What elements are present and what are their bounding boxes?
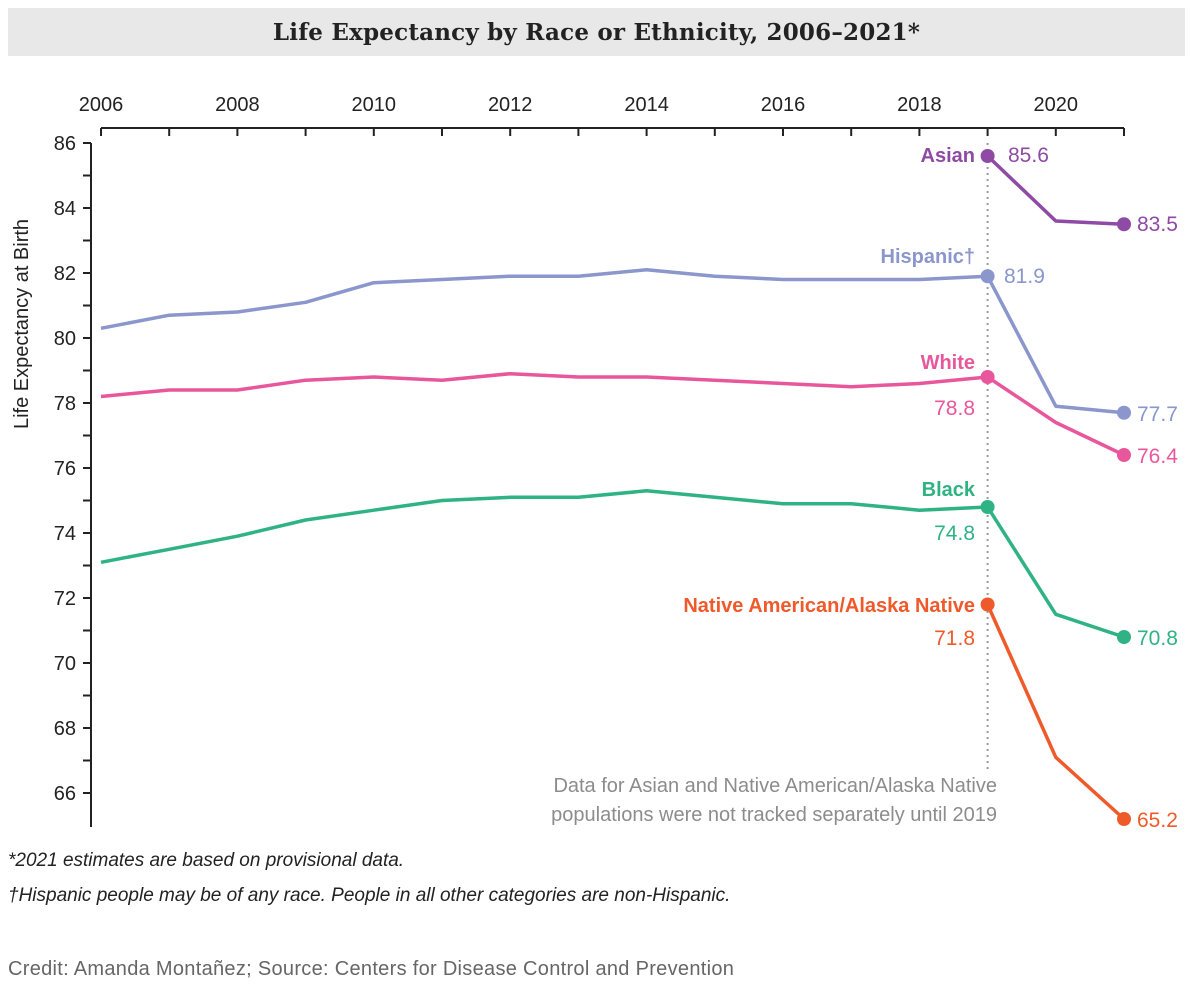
y-tick-label: 66 bbox=[54, 783, 76, 805]
y-tick-label: 84 bbox=[54, 198, 76, 220]
value-label-black-2019: 74.8 bbox=[934, 522, 975, 545]
series-line-white bbox=[100, 371, 1125, 457]
series-name-hispanic: Hispanic† bbox=[881, 246, 975, 268]
value-label-hispanic-2021: 77.7 bbox=[1137, 403, 1178, 426]
data-point-native-american-alaska-native-2021 bbox=[1117, 812, 1131, 826]
data-point-black-2019 bbox=[980, 500, 995, 514]
x-tick-label: 2006 bbox=[79, 94, 124, 116]
y-tick-label: 78 bbox=[54, 393, 76, 415]
data-note-line-2: populations were not tracked separately … bbox=[551, 804, 997, 826]
credit-line: Credit: Amanda Montañez; Source: Centers… bbox=[8, 958, 735, 980]
y-tick-label: 72 bbox=[54, 588, 76, 610]
series-name-asian: Asian bbox=[921, 145, 975, 167]
x-tick-label: 2020 bbox=[1034, 94, 1079, 116]
series-name-native-american-alaska-native: Native American/Alaska Native bbox=[683, 595, 975, 617]
value-label-asian-2021: 83.5 bbox=[1137, 213, 1178, 236]
x-tick-label: 2010 bbox=[352, 94, 397, 116]
x-tick-label: 2016 bbox=[761, 94, 806, 116]
y-tick-label: 70 bbox=[54, 653, 76, 675]
y-tick-label: 68 bbox=[54, 718, 76, 740]
x-tick-label: 2012 bbox=[488, 94, 533, 116]
x-tick-label: 2014 bbox=[624, 94, 669, 116]
y-tick-label: 76 bbox=[54, 458, 76, 480]
value-label-black-2021: 70.8 bbox=[1137, 627, 1178, 650]
data-point-hispanic-2019 bbox=[980, 269, 995, 284]
data-note: Data for Asian and Native American/Alask… bbox=[551, 772, 997, 830]
data-point-black-2021 bbox=[1117, 630, 1131, 644]
data-point-asian-2019 bbox=[980, 149, 995, 163]
y-axis-label: Life Expectancy at Birth bbox=[11, 219, 33, 429]
data-point-white-2019 bbox=[980, 370, 995, 384]
title-bar: Life Expectancy by Race or Ethnicity, 20… bbox=[8, 8, 1185, 56]
series-name-white: White bbox=[921, 352, 975, 374]
value-label-white-2019: 78.8 bbox=[934, 397, 975, 420]
footnote-hispanic: †Hispanic people may be of any race. Peo… bbox=[8, 885, 731, 906]
chart-title: Life Expectancy by Race or Ethnicity, 20… bbox=[272, 18, 921, 46]
y-tick-label: 74 bbox=[54, 523, 76, 545]
y-tick-label: 86 bbox=[54, 133, 76, 155]
series-name-black: Black bbox=[922, 479, 976, 501]
y-tick-label: 80 bbox=[54, 328, 76, 350]
data-point-native-american-alaska-native-2019 bbox=[980, 597, 995, 612]
data-point-white-2021 bbox=[1117, 448, 1131, 462]
y-tick-label: 82 bbox=[54, 263, 76, 285]
x-tick-label: 2008 bbox=[215, 94, 260, 116]
value-label-white-2021: 76.4 bbox=[1137, 445, 1178, 468]
series-line-hispanic bbox=[100, 268, 1125, 415]
x-tick-label: 2018 bbox=[897, 94, 942, 116]
value-label-native-american-alaska-native-2019: 71.8 bbox=[934, 627, 975, 650]
value-label-asian-2019: 85.6 bbox=[1008, 144, 1049, 167]
value-label-native-american-alaska-native-2021: 65.2 bbox=[1137, 809, 1178, 832]
series-line-black bbox=[100, 489, 1125, 639]
data-point-hispanic-2021 bbox=[1117, 405, 1131, 420]
data-note-line-1: Data for Asian and Native American/Alask… bbox=[553, 775, 997, 797]
series-line-asian bbox=[986, 154, 1125, 227]
value-label-hispanic-2019: 81.9 bbox=[1004, 265, 1045, 288]
data-point-asian-2021 bbox=[1117, 217, 1131, 232]
footnote-provisional: *2021 estimates are based on provisional… bbox=[8, 850, 405, 871]
series-line-native-american-alaska-native bbox=[986, 603, 1126, 821]
